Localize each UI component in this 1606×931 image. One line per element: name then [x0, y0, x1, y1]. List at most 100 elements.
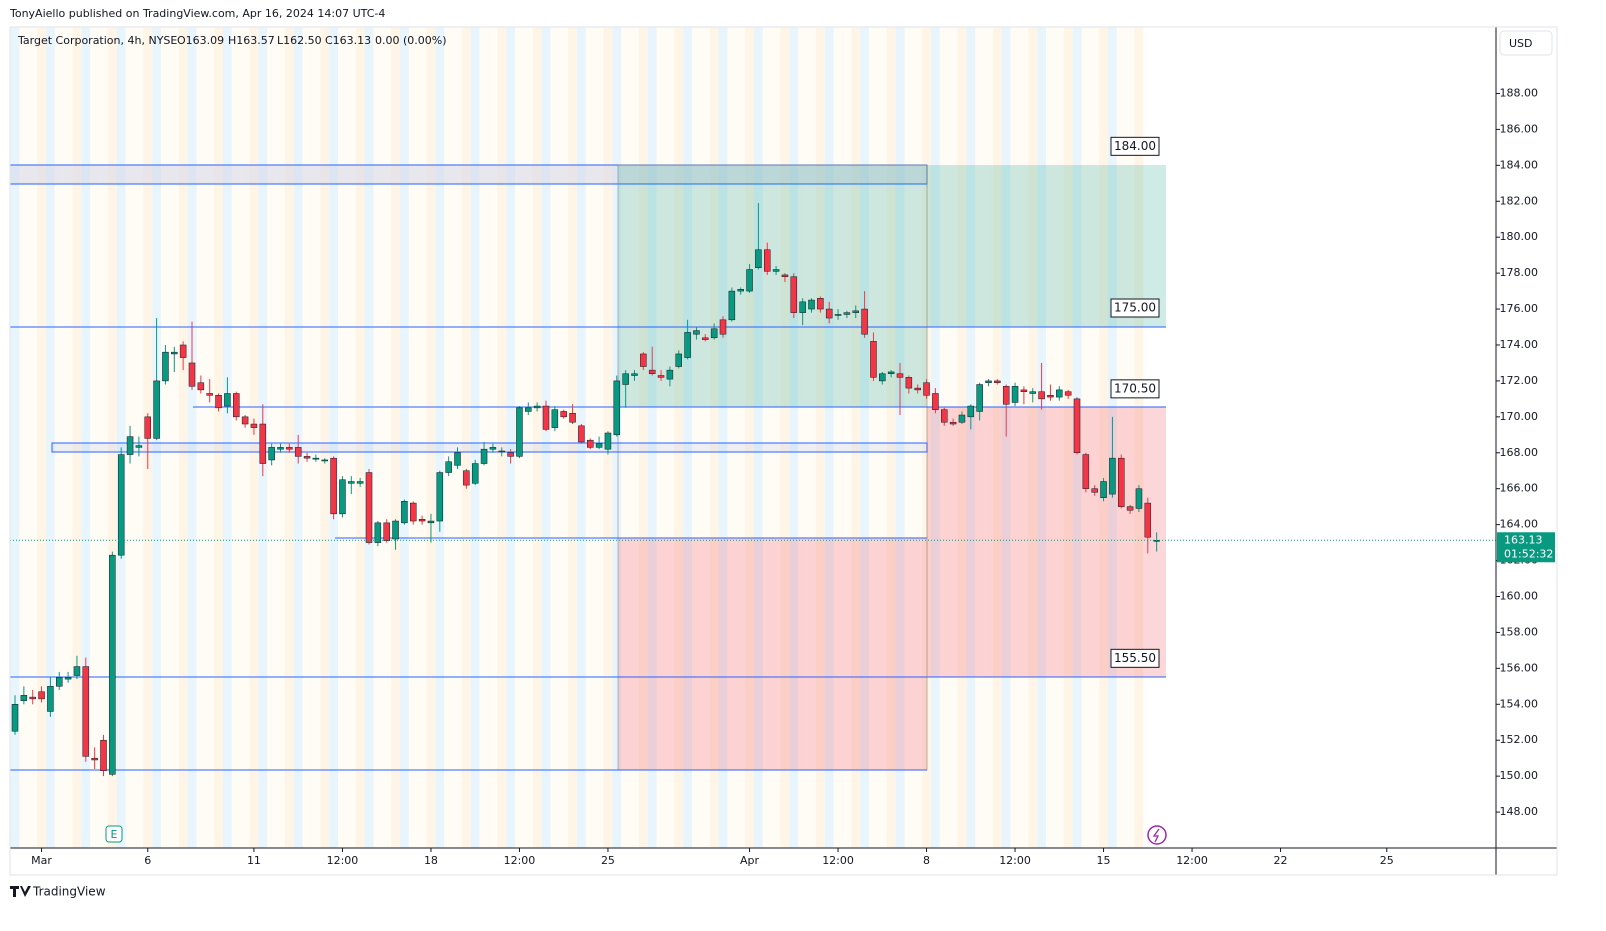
x-tick-label: Mar [31, 854, 52, 867]
y-tick-label: 184.00 [1500, 158, 1539, 171]
y-tick-label: 156.00 [1500, 661, 1539, 674]
candle-body [560, 411, 567, 418]
session-stripe [630, 27, 639, 848]
session-stripe [391, 27, 400, 848]
candle-body [702, 337, 709, 340]
candle-body [153, 380, 160, 439]
session-stripe [470, 27, 480, 848]
session-stripe [45, 27, 55, 848]
candle-body [489, 447, 497, 450]
candle-body [622, 373, 629, 385]
level-label-box [1110, 298, 1160, 318]
candle-body [348, 481, 355, 484]
session-stripe [329, 27, 339, 848]
dividend-icon-glyph[interactable] [1152, 828, 1160, 843]
candle-body [1029, 391, 1036, 394]
candle-body [587, 439, 594, 448]
candle-body [923, 382, 930, 396]
candle-body [47, 686, 54, 712]
session-stripe [231, 27, 241, 848]
session-stripe [532, 27, 542, 848]
candle-body [887, 371, 895, 374]
candle-body [144, 416, 151, 439]
candle-body [294, 447, 302, 457]
candle-body [135, 445, 143, 448]
long-target-zone [617, 164, 928, 408]
candle-body [790, 276, 798, 313]
y-tick-label: 150.00 [1500, 769, 1539, 782]
candle-body [330, 457, 337, 515]
currency[interactable]: USD [1509, 37, 1533, 50]
session-stripe [647, 27, 657, 848]
dividend-icon[interactable] [1147, 825, 1167, 845]
session-stripe [939, 27, 949, 848]
candle-body [896, 373, 904, 378]
session-stripe [815, 27, 825, 848]
candle-body [11, 704, 19, 732]
candle-body [640, 353, 647, 367]
session-stripe [72, 27, 82, 848]
candle-body [277, 447, 284, 450]
candle-body [675, 353, 682, 367]
candle-body [967, 405, 975, 418]
earnings-icon-letter[interactable]: E [111, 828, 118, 841]
session-stripe [373, 27, 383, 848]
candle-body [1091, 488, 1098, 493]
candle-body [976, 384, 983, 412]
x-tick-label: 11 [247, 854, 261, 867]
candle-body [117, 454, 125, 556]
candle-body [312, 457, 320, 460]
x-tick-label: Apr [740, 854, 760, 867]
session-stripe [789, 27, 799, 848]
candle-body [516, 407, 523, 457]
x-tick-label: 12:00 [327, 854, 359, 867]
y-tick-label: 152.00 [1500, 733, 1539, 746]
currency-button[interactable] [1499, 30, 1553, 56]
candle-body [162, 351, 169, 382]
candle-body [73, 666, 81, 676]
candle-body [100, 739, 107, 772]
session-stripe [833, 27, 843, 848]
candle-body [339, 479, 346, 515]
candle-body [666, 369, 674, 380]
session-stripe [461, 27, 471, 848]
candle-body [852, 310, 859, 313]
countdown-label: 01:52:32 [1504, 547, 1553, 560]
candle-body [1144, 502, 1152, 538]
legend-open: O163.09 [177, 34, 224, 47]
session-stripe [417, 27, 427, 848]
session-stripe [700, 27, 710, 848]
session-stripe [860, 27, 870, 848]
candle-body [1011, 386, 1019, 403]
candle-body [861, 308, 868, 335]
session-stripe [107, 27, 117, 848]
candle-body [498, 450, 505, 453]
session-stripe [975, 27, 985, 848]
session-stripe [187, 27, 197, 848]
legend-close: C163.13 [325, 34, 371, 47]
footer: TradingView [32, 885, 106, 899]
candle-body [1126, 506, 1134, 511]
session-stripe [214, 27, 223, 848]
session-stripe [904, 27, 914, 848]
candle-body [843, 312, 851, 315]
session-stripe [984, 27, 993, 848]
session-stripe [284, 27, 294, 848]
session-stripe [178, 27, 188, 848]
session-stripe [895, 27, 905, 848]
earnings-icon[interactable] [105, 825, 123, 843]
level-label-text: 170.50 [1114, 381, 1156, 395]
candle-body [941, 409, 948, 423]
session-stripe [523, 27, 533, 848]
y-tick-label: 158.00 [1500, 625, 1539, 638]
session-stripe [453, 27, 462, 848]
session-stripe [913, 27, 923, 848]
candle-body [914, 387, 921, 391]
session-stripe [1125, 27, 1135, 848]
logo [10, 886, 31, 897]
session-stripe [169, 27, 179, 848]
candle-body [542, 405, 550, 430]
session-stripe [621, 27, 631, 848]
candle-body [206, 393, 213, 396]
session-stripe [568, 27, 577, 848]
